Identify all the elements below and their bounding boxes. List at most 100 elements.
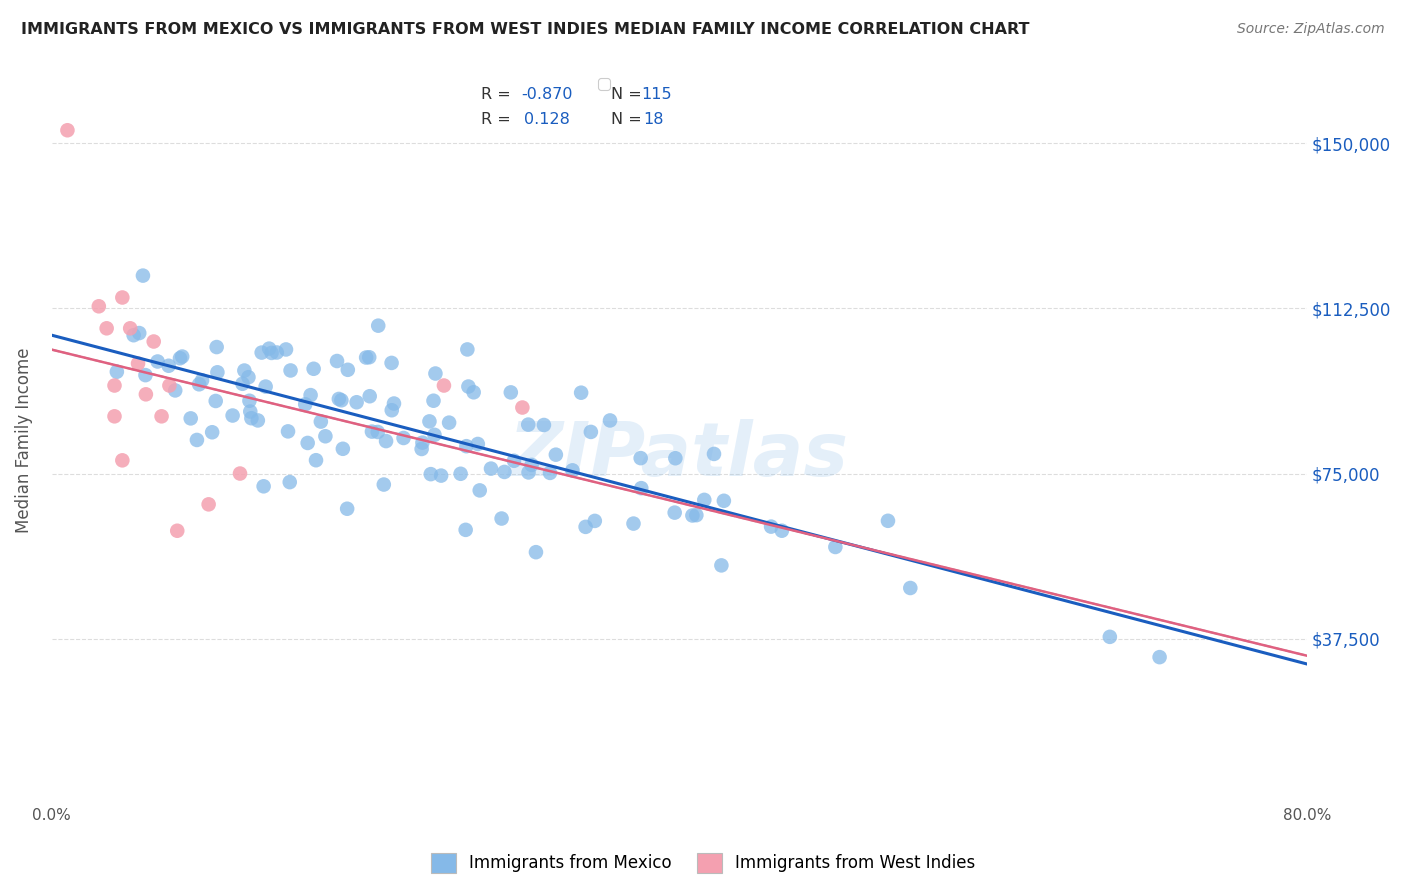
Text: IMMIGRANTS FROM MEXICO VS IMMIGRANTS FROM WEST INDIES MEDIAN FAMILY INCOME CORRE: IMMIGRANTS FROM MEXICO VS IMMIGRANTS FRO…: [21, 22, 1029, 37]
Point: [898, 581, 921, 595]
Point: [693, 492, 716, 507]
Point: [664, 451, 686, 466]
Point: [277, 425, 299, 439]
Text: 18: 18: [643, 112, 664, 128]
Point: [579, 425, 602, 439]
Point: [494, 465, 516, 479]
Point: [430, 468, 453, 483]
Point: [569, 385, 592, 400]
Point: [450, 467, 472, 481]
Point: [328, 392, 350, 406]
Point: [354, 351, 377, 365]
Point: [142, 334, 165, 349]
Point: [381, 403, 404, 417]
Text: N =: N =: [612, 112, 647, 128]
Point: [165, 384, 187, 398]
Point: [246, 413, 269, 427]
Point: [479, 461, 502, 475]
Point: [120, 321, 142, 335]
Point: [239, 404, 262, 418]
Point: [544, 448, 567, 462]
Point: [575, 520, 598, 534]
Legend: : [598, 78, 610, 90]
Point: [191, 373, 214, 387]
Point: [87, 299, 110, 313]
Point: [336, 501, 359, 516]
Point: [456, 343, 478, 357]
Point: [499, 385, 522, 400]
Point: [326, 354, 349, 368]
Point: [422, 393, 444, 408]
Point: [359, 389, 381, 403]
Point: [314, 429, 336, 443]
Point: [186, 433, 208, 447]
Point: [433, 378, 456, 392]
Point: [197, 497, 219, 511]
Point: [512, 401, 534, 415]
Point: [503, 454, 526, 468]
Point: [127, 357, 149, 371]
Point: [411, 442, 433, 456]
Point: [330, 393, 353, 408]
Text: R =: R =: [481, 87, 516, 103]
Point: [132, 268, 155, 283]
Point: [685, 508, 707, 523]
Point: [710, 558, 733, 573]
Point: [367, 318, 389, 333]
Point: [419, 467, 441, 482]
Point: [128, 326, 150, 340]
Point: [382, 396, 405, 410]
Text: N =: N =: [612, 87, 647, 103]
Point: [240, 411, 263, 425]
Point: [188, 377, 211, 392]
Point: [623, 516, 645, 531]
Legend: Immigrants from Mexico, Immigrants from West Indies: Immigrants from Mexico, Immigrants from …: [425, 847, 981, 880]
Point: [367, 425, 389, 439]
Point: [309, 415, 332, 429]
Point: [759, 519, 782, 533]
Point: [425, 367, 447, 381]
Point: [457, 379, 479, 393]
Point: [204, 394, 226, 409]
Point: [517, 466, 540, 480]
Point: [111, 453, 134, 467]
Point: [418, 414, 440, 428]
Point: [103, 378, 125, 392]
Point: [373, 477, 395, 491]
Point: [561, 463, 583, 477]
Point: [520, 458, 543, 472]
Point: [205, 340, 228, 354]
Point: [411, 435, 433, 450]
Point: [135, 387, 157, 401]
Point: [437, 416, 460, 430]
Point: [877, 514, 900, 528]
Point: [533, 417, 555, 432]
Point: [96, 321, 118, 335]
Point: [713, 493, 735, 508]
Point: [517, 417, 540, 432]
Point: [233, 363, 256, 377]
Point: [260, 346, 283, 360]
Point: [361, 425, 384, 439]
Point: [664, 506, 686, 520]
Point: [278, 475, 301, 489]
Point: [456, 439, 478, 453]
Point: [172, 350, 194, 364]
Point: [280, 363, 302, 377]
Point: [305, 453, 328, 467]
Point: [1149, 650, 1171, 665]
Point: [146, 354, 169, 368]
Point: [423, 427, 446, 442]
Point: [467, 437, 489, 451]
Point: [302, 361, 325, 376]
Point: [231, 376, 253, 391]
Point: [157, 378, 180, 392]
Point: [134, 368, 156, 383]
Text: ZIPatlas: ZIPatlas: [509, 418, 849, 491]
Point: [468, 483, 491, 498]
Point: [346, 395, 368, 409]
Point: [254, 379, 277, 393]
Point: [150, 409, 173, 424]
Point: [207, 365, 229, 379]
Point: [524, 545, 547, 559]
